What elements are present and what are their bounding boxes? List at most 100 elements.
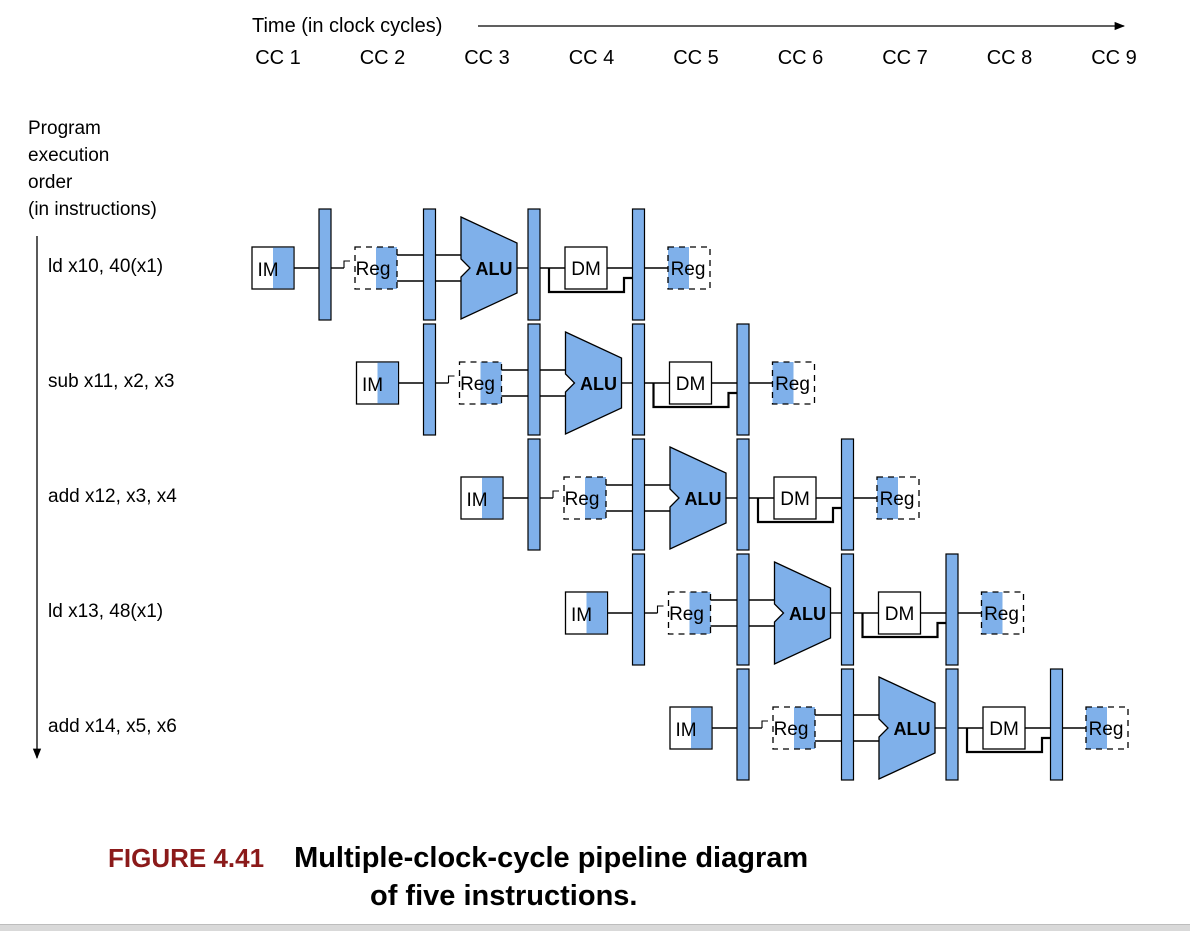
im-label: IM bbox=[466, 490, 487, 511]
cycle-labels: CC 1 CC 2 CC 3 CC 4 CC 5 CC 6 CC 7 CC 8 CC 9 bbox=[255, 47, 1137, 69]
dm-label: DM bbox=[571, 259, 601, 280]
dm-label: DM bbox=[989, 719, 1019, 740]
time-axis-label: Time (in clock cycles) bbox=[252, 15, 442, 37]
alu-label: ALU bbox=[685, 489, 722, 509]
pipeline-row: IM Reg ALU DM Reg bbox=[355, 323, 816, 436]
dm-bypass-wire bbox=[756, 498, 842, 524]
alu-label: ALU bbox=[789, 604, 826, 624]
reg-write-box bbox=[1085, 706, 1129, 750]
reg-write-box bbox=[771, 361, 816, 405]
reg-read-label: Reg bbox=[460, 374, 495, 395]
alu-label: ALU bbox=[894, 719, 931, 739]
alu-shape bbox=[878, 675, 936, 781]
reg-write-shading bbox=[877, 477, 898, 519]
instruction-label: add x12, x3, x4 bbox=[48, 486, 177, 507]
dm-box bbox=[668, 361, 713, 405]
dm-box bbox=[877, 591, 922, 635]
pipeline-row: IM Reg ALU DM Reg bbox=[460, 438, 920, 551]
dm-box bbox=[773, 476, 817, 520]
reg-read-port bbox=[447, 375, 455, 383]
pipeline-register bbox=[318, 208, 332, 321]
pipeline-register bbox=[736, 553, 750, 666]
pipeline-register bbox=[527, 438, 541, 551]
reg-read-port bbox=[552, 490, 559, 498]
pipeline-register bbox=[945, 553, 959, 666]
im-label: IM bbox=[257, 260, 278, 281]
alu-shape bbox=[564, 330, 623, 436]
reg-read-label: Reg bbox=[774, 719, 809, 740]
im-read-shading bbox=[273, 247, 294, 289]
pipeline-register bbox=[631, 438, 646, 551]
order-axis-line: Program bbox=[28, 118, 101, 139]
alu-label: ALU bbox=[580, 374, 617, 394]
reg-write-box bbox=[876, 476, 920, 520]
dm-box bbox=[982, 706, 1026, 750]
caption-line-1: FIGURE 4.41 Multiple-clock-cycle pipeline… bbox=[108, 842, 808, 875]
reg-read-port bbox=[656, 605, 664, 613]
reg-read-shading bbox=[376, 247, 397, 289]
cycle-label: CC 8 bbox=[987, 47, 1033, 69]
instruction-labels: ld x10, 40(x1) sub x11, x2, x3 add x12, … bbox=[48, 256, 177, 737]
reg-write-label: Reg bbox=[880, 489, 915, 510]
reg-read-box bbox=[563, 476, 607, 520]
reg-write-box bbox=[667, 246, 711, 290]
reg-read-box bbox=[667, 591, 712, 635]
reg-read-label: Reg bbox=[356, 259, 391, 280]
pipeline-row: IM Reg ALU DM Reg bbox=[251, 208, 711, 321]
pipeline-register bbox=[631, 323, 646, 436]
im-read-shading bbox=[691, 707, 712, 749]
cycle-label: CC 4 bbox=[569, 47, 615, 69]
caption-title: Multiple-clock-cycle pipeline diagram bbox=[294, 842, 809, 874]
order-axis-line: order bbox=[28, 172, 73, 193]
alu-shape bbox=[669, 445, 727, 551]
cycle-label: CC 2 bbox=[360, 47, 406, 69]
reg-read-shading bbox=[689, 592, 711, 634]
im-label: IM bbox=[571, 605, 592, 626]
pipeline-register bbox=[631, 208, 646, 321]
dm-bypass-wire bbox=[652, 383, 738, 409]
reg-read-label: Reg bbox=[565, 489, 600, 510]
caption-line-2: of five instructions. bbox=[370, 880, 638, 912]
reg-write-label: Reg bbox=[671, 259, 706, 280]
reg-write-label: Reg bbox=[984, 604, 1019, 625]
reg-read-port bbox=[343, 260, 350, 268]
cycle-label: CC 6 bbox=[778, 47, 824, 69]
figure-number: FIGURE 4.41 bbox=[108, 843, 265, 873]
cycle-label: CC 7 bbox=[882, 47, 928, 69]
dm-label: DM bbox=[885, 604, 915, 625]
alu-label: ALU bbox=[476, 259, 513, 279]
pipeline-row: IM Reg ALU DM Reg bbox=[564, 553, 1025, 666]
reg-write-shading bbox=[772, 362, 794, 404]
pipeline-register bbox=[527, 323, 541, 436]
pipeline-register bbox=[422, 208, 437, 321]
im-label: IM bbox=[675, 720, 696, 741]
reg-write-shading bbox=[668, 247, 689, 289]
pipeline-register bbox=[736, 438, 750, 551]
reg-read-shading bbox=[794, 707, 815, 749]
cycle-label: CC 5 bbox=[673, 47, 719, 69]
dm-bypass-wire bbox=[547, 268, 633, 294]
pipeline-row: IM Reg ALU DM Reg bbox=[669, 668, 1129, 781]
reg-read-box bbox=[354, 246, 398, 290]
dm-label: DM bbox=[676, 374, 706, 395]
instruction-label: sub x11, x2, x3 bbox=[48, 371, 174, 392]
reg-read-box bbox=[772, 706, 816, 750]
pipeline-register bbox=[736, 668, 750, 781]
pipeline-register bbox=[1049, 668, 1064, 781]
cycle-label: CC 9 bbox=[1091, 47, 1137, 69]
pipeline-register bbox=[736, 323, 750, 436]
dm-bypass-wire bbox=[965, 728, 1051, 754]
reg-read-shading bbox=[480, 362, 502, 404]
pipeline-register bbox=[422, 323, 437, 436]
pipeline-register bbox=[840, 668, 855, 781]
order-axis-line: (in instructions) bbox=[28, 199, 157, 220]
im-label: IM bbox=[362, 375, 383, 396]
pipeline-register bbox=[945, 668, 959, 781]
pipeline-register bbox=[527, 208, 541, 321]
dm-label: DM bbox=[780, 489, 810, 510]
im-read-shading bbox=[586, 592, 607, 634]
alu-shape bbox=[460, 215, 518, 321]
cycle-label: CC 3 bbox=[464, 47, 510, 69]
